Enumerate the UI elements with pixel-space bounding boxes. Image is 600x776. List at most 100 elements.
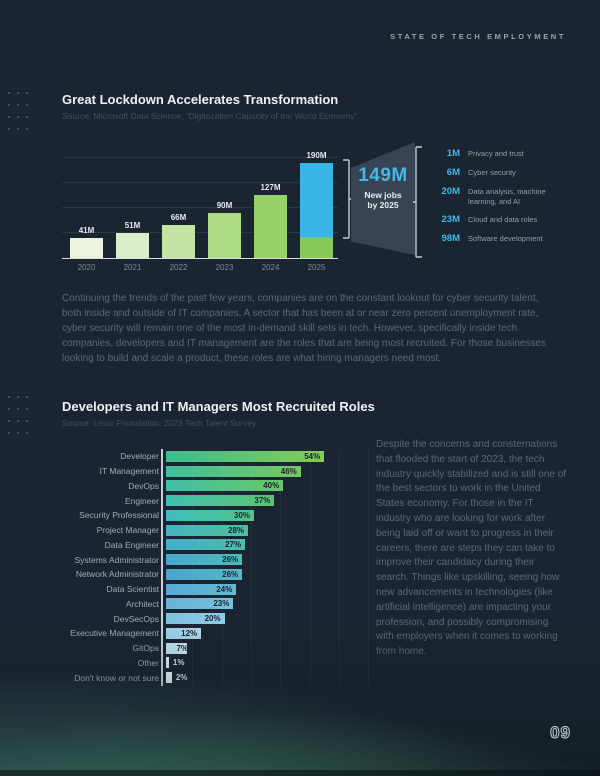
dots-decoration xyxy=(5,92,31,130)
dot xyxy=(16,128,19,130)
roles-bar-chart: Developer 54% IT Management 46% DevOps 40% Eng… xyxy=(62,449,374,686)
dot xyxy=(8,396,11,398)
bar-2023 xyxy=(208,213,241,258)
jobs-breakdown-legend: 1M Privacy and trust 6M Cyber security 20M Da… xyxy=(426,148,576,252)
bar-zone: 46% xyxy=(166,465,374,477)
role-row: DevSecOps 20% xyxy=(62,611,374,626)
bar-zone: 27% xyxy=(166,539,374,551)
role-row: Project Manager 28% xyxy=(62,523,374,538)
role-row: Executive Management 12% xyxy=(62,626,374,641)
year-label: 2024 xyxy=(261,263,280,272)
bracket-legend xyxy=(413,146,422,258)
dot xyxy=(25,104,28,106)
role-label: DevSecOps xyxy=(113,613,159,624)
legend-label: Software development xyxy=(468,234,543,243)
bar-2025 xyxy=(300,163,333,258)
bar-value-label: 37% xyxy=(254,496,271,506)
bar xyxy=(166,465,301,477)
role-row: IT Management 46% xyxy=(62,464,374,479)
role-label: Network Administrator xyxy=(75,569,159,580)
bar-value-label: 46% xyxy=(280,466,297,476)
dot xyxy=(25,432,28,434)
bar-2024 xyxy=(254,194,287,258)
dot xyxy=(8,116,11,118)
jobs-bar-chart: 41M 51M 66M 90M 127M 190M xyxy=(62,151,338,259)
year-label: 2022 xyxy=(169,263,188,272)
bar xyxy=(166,524,249,536)
role-label: Systems Administrator xyxy=(74,554,159,565)
role-row: Developer 54% xyxy=(62,449,374,464)
legend-item: 1M Privacy and trust xyxy=(426,148,576,159)
bar-zone: 1% xyxy=(166,657,374,669)
bar xyxy=(166,450,325,462)
dot xyxy=(25,396,28,398)
legend-value: 6M xyxy=(446,167,460,178)
role-row: DevOps 40% xyxy=(62,479,374,494)
dots-decoration xyxy=(5,396,31,434)
year-label: 2020 xyxy=(77,263,96,272)
dot xyxy=(8,104,11,106)
bar-2021 xyxy=(116,232,149,258)
dot xyxy=(25,420,28,422)
callout-value: 149M xyxy=(358,165,408,186)
year-label: 2023 xyxy=(215,263,234,272)
bar-zone: 37% xyxy=(166,495,374,507)
legend-label: Cyber security xyxy=(468,168,516,177)
bar-2020 xyxy=(70,237,103,258)
role-row: Architect 23% xyxy=(62,597,374,612)
legend-value: 23M xyxy=(441,214,460,225)
bar-value-label: 30% xyxy=(233,510,250,520)
legend-item: 20M Data analysis, machine learning, and … xyxy=(426,186,576,206)
bar-zone: 28% xyxy=(166,524,374,536)
role-label: Data Scientist xyxy=(106,584,159,595)
bar xyxy=(166,554,243,566)
dot xyxy=(8,432,11,434)
bar-value-label: 24% xyxy=(216,584,233,594)
legend-label: Cloud and data roles xyxy=(468,215,538,224)
dot xyxy=(8,420,11,422)
year-label: 2021 xyxy=(123,263,142,272)
bar-value-label: 20% xyxy=(204,614,221,624)
bar-zone: 23% xyxy=(166,598,374,610)
dot xyxy=(25,92,28,94)
bar-zone: 40% xyxy=(166,480,374,492)
bar-value-label: 12% xyxy=(181,628,198,638)
section1-paragraph: Continuing the trends of the past few ye… xyxy=(62,293,546,364)
callout-149m: 149M New jobs by 2025 xyxy=(351,165,415,210)
bar-value-label: 23% xyxy=(213,599,230,609)
legend-item: 6M Cyber security xyxy=(426,167,576,178)
bar-value-label: 28% xyxy=(228,525,245,535)
dot xyxy=(8,128,11,130)
role-label: Developer xyxy=(120,451,159,462)
legend-label: Privacy and trust xyxy=(468,149,524,158)
legend-value: 20M xyxy=(441,186,460,197)
bar-zone: 2% xyxy=(166,672,374,684)
bar-zone: 26% xyxy=(166,568,374,580)
legend-item: 23M Cloud and data roles xyxy=(426,214,576,225)
role-label: Data Engineer xyxy=(104,539,159,550)
section2-source: Source: Linux Foundation: 2023 Tech Tale… xyxy=(62,418,257,428)
bar-value-label: 2% xyxy=(175,673,188,683)
role-label: Don't know or not sure xyxy=(74,672,159,683)
gridline xyxy=(62,207,338,208)
role-row: Don't know or not sure 2% xyxy=(62,670,374,685)
bar-value-label: 7% xyxy=(176,643,188,653)
role-row: Engineer 37% xyxy=(62,493,374,508)
role-label: Executive Management xyxy=(70,628,159,639)
gridline xyxy=(62,182,338,183)
bar-value-label: 190M xyxy=(306,151,327,160)
page-number: 09 xyxy=(550,723,571,743)
role-row: Other 1% xyxy=(62,656,374,671)
bar xyxy=(166,657,169,669)
legend-label: Data analysis, machine learning, and AI xyxy=(468,187,546,206)
callout-line2: by 2025 xyxy=(367,200,399,210)
bar xyxy=(166,509,254,521)
role-row: GitOps 7% xyxy=(62,641,374,656)
bar-zone: 12% xyxy=(166,627,374,639)
bar-zone: 20% xyxy=(166,613,374,625)
bottom-strip xyxy=(0,770,600,776)
legend-item: 98M Software development xyxy=(426,233,576,244)
dot xyxy=(25,128,28,130)
dot xyxy=(16,420,19,422)
